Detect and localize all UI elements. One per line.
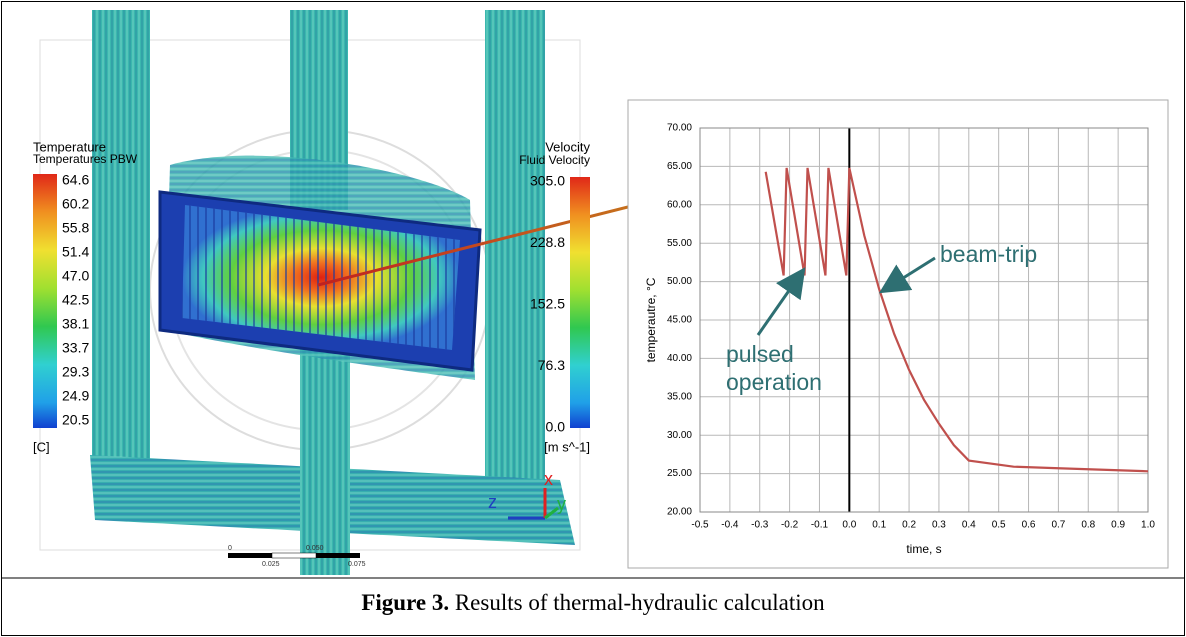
scale-label: 0.075 xyxy=(348,561,366,568)
legend-label: 305.0 xyxy=(530,173,565,189)
caption-text: Results of thermal-hydraulic calculation xyxy=(455,590,825,615)
annotation: pulsed operation xyxy=(726,340,846,396)
x-tick-label: 0.3 xyxy=(932,520,946,531)
x-tick-label: -0.4 xyxy=(721,520,739,531)
color-bar xyxy=(33,174,57,428)
x-tick-label: 0.0 xyxy=(842,520,856,531)
y-tick-label: 65.00 xyxy=(667,161,692,172)
y-tick-label: 60.00 xyxy=(667,199,692,210)
y-tick-label: 55.00 xyxy=(667,238,692,249)
axis-label: z xyxy=(488,492,497,512)
y-axis-label: temperautre, °C xyxy=(644,277,658,362)
y-tick-label: 45.00 xyxy=(667,315,692,326)
legend-label: 38.1 xyxy=(62,316,89,332)
legend-label: 20.5 xyxy=(62,412,89,428)
scale-label: 0.050 xyxy=(306,545,324,552)
annotation: beam-trip xyxy=(940,240,1037,268)
caption-label: Figure 3. xyxy=(361,590,449,615)
x-tick-label: -0.1 xyxy=(811,520,829,531)
y-tick-label: 35.00 xyxy=(667,391,692,402)
legend-subtitle: Temperatures PBW xyxy=(33,152,138,166)
legend-label: 51.4 xyxy=(62,244,89,260)
legend-label: 64.6 xyxy=(62,172,89,188)
scale-label: 0 xyxy=(228,545,232,552)
legend-label: 152.5 xyxy=(530,296,565,312)
legend-label: 60.2 xyxy=(62,196,89,212)
legend-label: 0.0 xyxy=(546,419,566,435)
x-tick-label: 0.7 xyxy=(1051,520,1065,531)
figure: z x y 0 0.025 0.050 0.075 Temperature Te… xyxy=(0,0,1186,637)
x-tick-label: 0.9 xyxy=(1111,520,1125,531)
legend-label: 29.3 xyxy=(62,364,89,380)
x-tick-label: 0.1 xyxy=(872,520,886,531)
y-tick-label: 50.00 xyxy=(667,276,692,287)
legend-subtitle: Fluid Velocity xyxy=(519,153,590,167)
y-tick-label: 25.00 xyxy=(667,468,692,479)
x-axis-label: time, s xyxy=(906,542,941,556)
figure-page: z x y 0 0.025 0.050 0.075 Temperature Te… xyxy=(0,0,1186,637)
chart-frame xyxy=(628,100,1168,568)
axis-label: y xyxy=(557,494,566,514)
scale-bar xyxy=(316,553,360,558)
y-tick-label: 30.00 xyxy=(667,430,692,441)
y-tick-label: 20.00 xyxy=(667,507,692,518)
legend-label: 47.0 xyxy=(62,268,89,284)
x-tick-label: 0.5 xyxy=(992,520,1006,531)
y-tick-label: 40.00 xyxy=(667,353,692,364)
legend-unit: [m s^-1] xyxy=(544,439,590,454)
axis-label: x xyxy=(544,469,553,489)
legend-label: 24.9 xyxy=(62,388,89,404)
x-tick-label: 0.8 xyxy=(1081,520,1095,531)
scale-bar xyxy=(272,553,316,558)
legend-label: 33.7 xyxy=(62,340,89,356)
legend-label: 42.5 xyxy=(62,292,89,308)
pipe xyxy=(300,340,350,575)
caption: Figure 3. Results of thermal-hydraulic c… xyxy=(0,590,1186,616)
legend-label: 76.3 xyxy=(538,357,565,373)
scale-label: 0.025 xyxy=(262,561,280,568)
scale-bar xyxy=(228,553,272,558)
x-tick-label: 0.4 xyxy=(962,520,976,531)
pipe xyxy=(92,10,150,480)
y-tick-label: 70.00 xyxy=(667,123,692,134)
color-bar xyxy=(570,177,590,428)
legend-unit: [C] xyxy=(33,439,50,454)
x-tick-label: 1.0 xyxy=(1141,520,1155,531)
x-tick-label: -0.2 xyxy=(781,520,799,531)
legend-label: 55.8 xyxy=(62,220,89,236)
x-tick-label: 0.2 xyxy=(902,520,916,531)
x-tick-label: -0.3 xyxy=(751,520,769,531)
legend-label: 228.8 xyxy=(530,234,565,250)
x-tick-label: -0.5 xyxy=(691,520,709,531)
x-tick-label: 0.6 xyxy=(1022,520,1036,531)
